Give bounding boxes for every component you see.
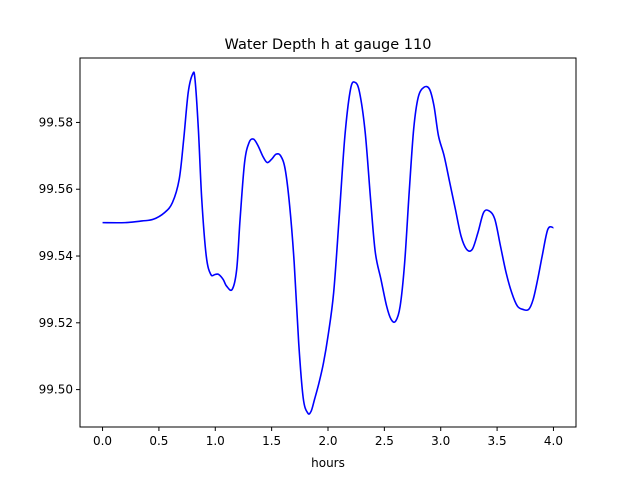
- plot-area: [102, 71, 554, 415]
- x-tick-label: 1.0: [206, 434, 225, 448]
- x-axis: 0.0 0.5 1.0 1.5 2.0 2.5 3.0 3.5 4.0: [93, 427, 563, 448]
- x-tick-label: 2.5: [375, 434, 394, 448]
- x-tick-label: 1.5: [262, 434, 281, 448]
- x-tick-label: 3.5: [488, 434, 507, 448]
- chart-title: Water Depth h at gauge 110: [225, 37, 432, 53]
- y-tick-label: 99.52: [39, 316, 73, 330]
- x-axis-label: hours: [311, 456, 345, 470]
- y-axis: 99.50 99.52 99.54 99.56 99.58: [39, 115, 80, 397]
- y-tick-label: 99.58: [39, 115, 73, 129]
- y-tick-label: 99.56: [39, 182, 73, 196]
- x-tick-label: 4.0: [544, 434, 563, 448]
- y-tick-label: 99.54: [39, 249, 73, 263]
- y-tick-label: 99.50: [39, 383, 73, 397]
- series-line: [102, 71, 554, 415]
- x-tick-label: 3.0: [431, 434, 450, 448]
- x-tick-label: 0.0: [93, 434, 112, 448]
- axes-frame: [79, 57, 577, 428]
- x-tick-label: 0.5: [149, 434, 168, 448]
- x-tick-label: 2.0: [318, 434, 337, 448]
